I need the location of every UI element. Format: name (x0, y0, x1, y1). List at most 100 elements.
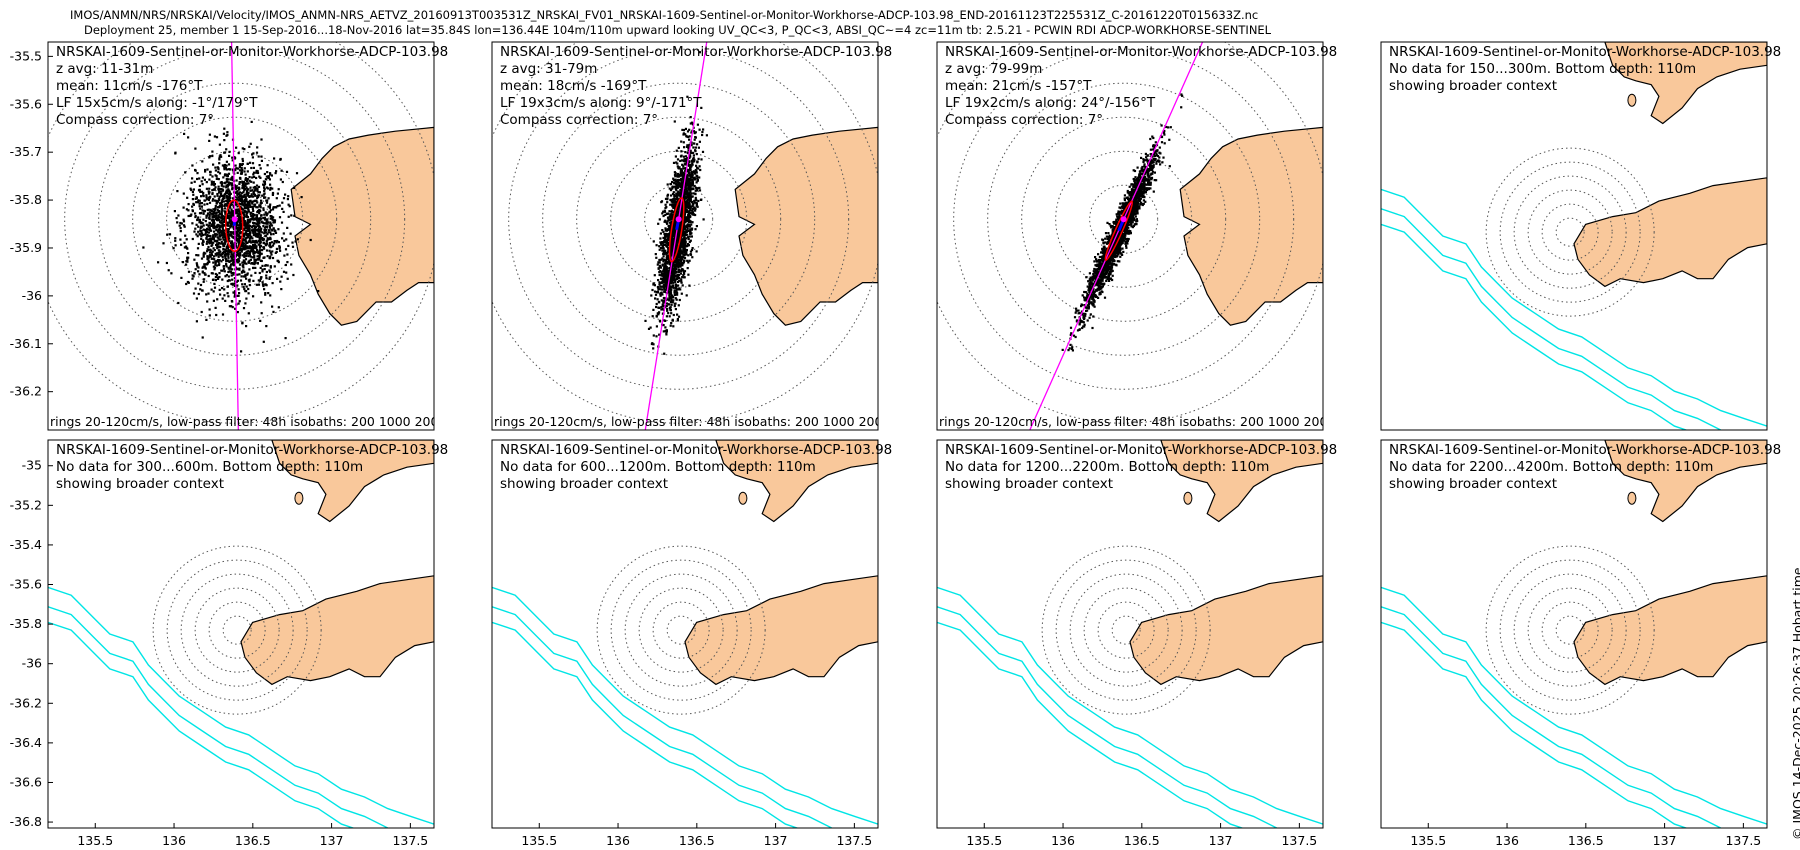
lowfreq-ellipse (1104, 200, 1134, 262)
rings-footer: rings 20-120cm/s, low-pass filter: 48h i… (50, 414, 482, 429)
speed-ring-40 (1055, 150, 1193, 288)
panel-title: NRSKAI-1609-Sentinel-or-Monitor-Workhors… (56, 442, 448, 458)
speed-ring-60 (132, 116, 338, 322)
x-tick-label: 136 (1495, 833, 1519, 848)
panel-title: NRSKAI-1609-Sentinel-or-Monitor-Workhors… (1389, 44, 1781, 60)
panel-info-line: z avg: 79-99m (945, 61, 1042, 77)
speed-ring-40 (1541, 601, 1599, 659)
land-kangaroo-island (684, 575, 878, 686)
panel-info-line: LF 19x3cm/s along: 9°/-171°T (500, 95, 702, 111)
speed-ring-80 (98, 82, 372, 356)
islet (1627, 93, 1637, 107)
isobath-1000 (1381, 606, 1723, 828)
speed-ring-80 (624, 573, 738, 687)
isobath-2000 (48, 621, 356, 828)
y-tick-label: -36.2 (10, 695, 42, 710)
speed-ring-80 (987, 82, 1261, 356)
y-tick-label: -36.4 (10, 735, 42, 750)
rings-footer: rings 20-120cm/s, low-pass filter: 48h i… (939, 414, 1371, 429)
y-tick-label: -35 (22, 458, 42, 473)
speed-ring-100 (508, 48, 850, 390)
lowfreq-ellipse (224, 199, 244, 253)
panel-title: NRSKAI-1609-Sentinel-or-Monitor-Workhors… (1389, 442, 1781, 458)
panel-info-line: No data for 2200...4200m. Bottom depth: … (1389, 459, 1713, 475)
islet (1183, 491, 1193, 505)
panel-8: NRSKAI-1609-Sentinel-or-Monitor-Workhors… (1380, 439, 1781, 848)
y-tick-label: -35.9 (10, 240, 42, 255)
y-tick-label: -36.2 (10, 384, 42, 399)
land-mainland (271, 440, 434, 523)
panel-info-line: Compass correction: 7° (945, 112, 1103, 128)
panel-frame (936, 41, 1324, 431)
isobath-200 (1381, 188, 1767, 427)
panel-info-line: Compass correction: 7° (500, 112, 658, 128)
land-kangaroo-island (290, 126, 434, 326)
panel-info-line: showing broader context (1389, 78, 1557, 94)
speed-ring-80 (180, 573, 294, 687)
panel-info-line: No data for 600...1200m. Bottom depth: 1… (500, 459, 816, 475)
speed-ring-40 (208, 601, 266, 659)
panel-frame (491, 439, 879, 829)
speed-ring-100 (64, 48, 406, 390)
panel-info-line: No data for 300...600m. Bottom depth: 11… (56, 459, 363, 475)
isobath-200 (1381, 586, 1767, 825)
speed-ring-80 (1069, 573, 1183, 687)
isobath-2000 (937, 621, 1245, 828)
speed-ring-40 (1097, 601, 1155, 659)
x-tick-label: 135.5 (521, 833, 557, 848)
y-tick-label: -35.4 (10, 537, 42, 552)
speed-ring-100 (1499, 161, 1641, 303)
x-tick-label: 135.5 (966, 833, 1002, 848)
speed-ring-40 (652, 601, 710, 659)
x-tick-label: 136.5 (1568, 833, 1604, 848)
speed-ring-100 (953, 48, 1295, 390)
panel-info-line: No data for 1200...2200m. Bottom depth: … (945, 459, 1269, 475)
islet (294, 491, 304, 505)
panel-info-line: LF 19x2cm/s along: 24°/-156°T (945, 95, 1156, 111)
land-kangaroo-island (1573, 575, 1767, 686)
figure-title-line2: Deployment 25, member 1 15-Sep-2016...18… (84, 23, 1272, 37)
x-tick-label: 137 (764, 833, 788, 848)
speed-ring-60 (576, 116, 782, 322)
x-tick-label: 137 (320, 833, 344, 848)
x-tick-label: 137.5 (836, 833, 872, 848)
speed-ring-100 (610, 559, 752, 701)
land-mainland (1160, 440, 1323, 523)
panel-frame (1380, 439, 1768, 829)
panel-info-line: showing broader context (500, 476, 668, 492)
speed-ring-20 (1111, 615, 1141, 645)
islet (1627, 491, 1637, 505)
land-kangaroo-island (1129, 575, 1323, 686)
scatter-points (142, 116, 320, 353)
panel-title: NRSKAI-1609-Sentinel-or-Monitor-Workhors… (945, 442, 1337, 458)
panel-5: NRSKAI-1609-Sentinel-or-Monitor-Workhors… (10, 439, 448, 848)
speed-ring-60 (194, 587, 280, 673)
speed-ring-60 (1527, 587, 1613, 673)
speed-ring-20 (1555, 217, 1585, 247)
speed-ring-40 (166, 150, 304, 288)
panel-3: rings 20-120cm/s, low-pass filter: 48h i… (936, 41, 1371, 431)
speed-ring-120 (152, 545, 322, 715)
speed-ring-120 (937, 42, 1323, 424)
speed-ring-120 (1485, 147, 1655, 317)
y-tick-label: -35.6 (10, 577, 42, 592)
speed-ring-100 (166, 559, 308, 701)
land-kangaroo-island (240, 575, 434, 686)
isobath-1000 (492, 606, 834, 828)
x-tick-label: 136.5 (1124, 833, 1160, 848)
speed-ring-20 (222, 615, 252, 645)
x-tick-label: 136 (1051, 833, 1075, 848)
y-tick-label: -35.7 (10, 144, 42, 159)
panel-frame (491, 41, 879, 431)
speed-ring-20 (200, 184, 270, 254)
speed-ring-100 (1055, 559, 1197, 701)
land-mainland (715, 440, 878, 523)
panel-info-line: LF 15x5cm/s along: -1°/179°T (56, 95, 258, 111)
panel-info-line: mean: 11cm/s -176°T (56, 78, 203, 94)
islet (738, 491, 748, 505)
speed-ring-80 (1513, 573, 1627, 687)
x-tick-label: 136 (162, 833, 186, 848)
mooring-marker (231, 216, 238, 223)
y-tick-label: -36.8 (10, 814, 42, 829)
